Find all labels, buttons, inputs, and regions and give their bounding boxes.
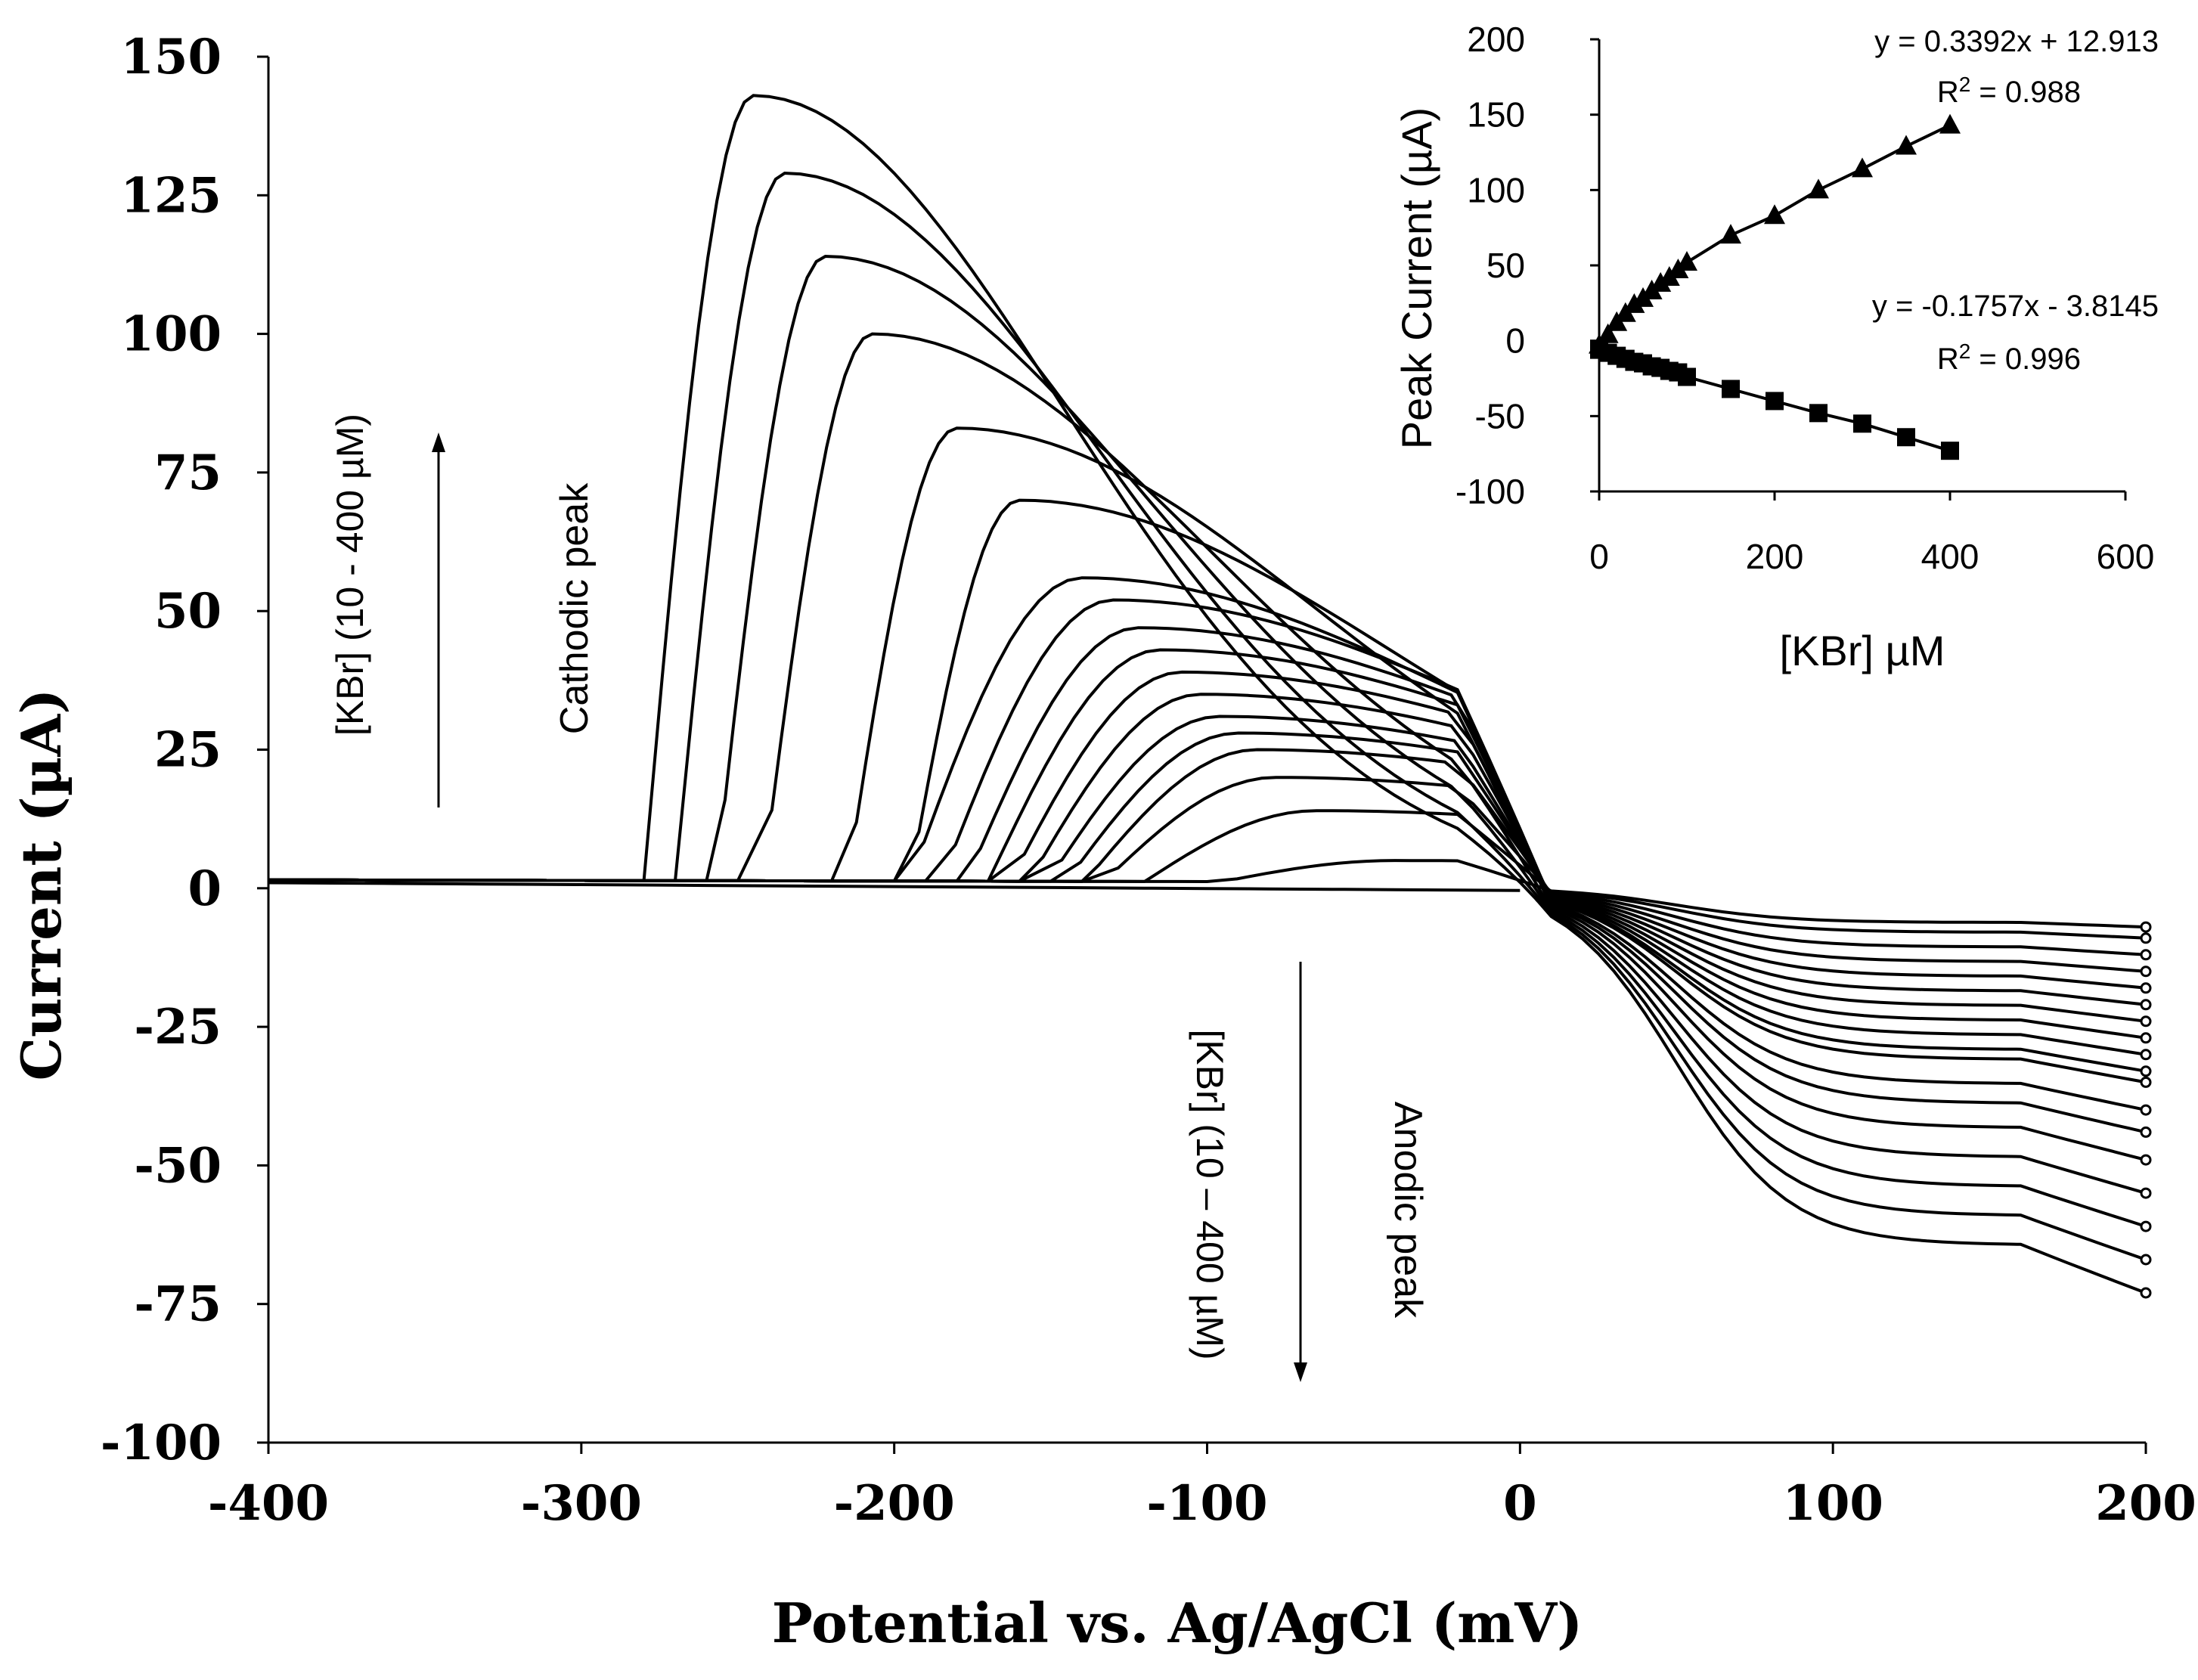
curve-end-marker [2140,1032,2152,1044]
voltammogram-curve [268,171,2147,1261]
anodic-arrow [1294,962,1307,1382]
main-x-tick-label: 100 [1782,1475,1883,1532]
anodic-fit-equation: y = -0.1757x - 3.8145 [1872,290,2159,323]
inset-y-tick-label: 150 [1467,95,1525,135]
anodic-data-point [1941,442,1959,460]
inset-y-tick-label: 200 [1467,20,1525,59]
voltammogram-curve [268,94,2147,1294]
curve-end-marker [2140,1287,2152,1299]
curve-end-marker [2140,982,2152,994]
main-x-tick-label: -300 [521,1475,642,1532]
inset-y-tick-label: 0 [1505,321,1525,361]
anodic-range-label: [KBr] (10 – 400 µM) [1189,1029,1231,1359]
inset-x-tick-label: 600 [2097,537,2155,576]
curve-end-marker [2140,921,2152,933]
inset-chart: 200 150 100 50 0 -50 -100 0 200 400 600 [1456,20,2154,576]
main-x-tick-label: -400 [208,1475,329,1532]
cathodic-peak-label: Cathodic peak [553,482,597,734]
cathodic-data-point [1623,293,1645,313]
cathodic-data-point [1597,323,1619,343]
curve-end-marker [2140,1220,2152,1232]
voltammogram-curve [268,776,2147,956]
curve-end-marker [2140,1126,2152,1138]
cathodic-range-label: [KBr] (10 - 400 µM) [329,414,371,736]
anodic-data-point [1809,404,1828,423]
cathodic-fit-r2: R2 = 0.988 [1937,73,2081,109]
voltammogram-curve [268,809,2147,940]
cathodic-fit-equation: y = 0.3392x + 12.913 [1874,25,2159,58]
main-y-tick-label: -50 [134,1137,222,1194]
main-y-axis-label: Current (µA) [9,689,73,1081]
voltammogram-curve [268,670,2147,1040]
main-y-tick-label: -100 [101,1415,222,1471]
cathodic-data-point [1808,178,1829,199]
anodic-fit-r2: R2 = 0.996 [1937,339,2081,376]
voltammogram-curve [268,748,2147,973]
main-x-tick-label: -200 [834,1475,955,1532]
voltammogram-curve [268,648,2147,1056]
cathodic-arrow [432,432,445,807]
voltammogram-curve [268,714,2147,1006]
main-y-tick-label: 75 [154,445,222,501]
voltammogram-curve [268,254,2147,1229]
curve-end-marker [2140,1104,2152,1116]
voltammogram-curve [268,859,2147,929]
curve-end-marker [2140,1076,2152,1088]
curve-end-marker [2140,1254,2152,1266]
voltammogram-curve [268,332,2147,1195]
curve-end-marker [2140,932,2152,944]
main-y-tick-label: -25 [134,999,222,1055]
cathodic-data-point [1720,224,1741,244]
main-y-tick-label: 100 [120,306,222,363]
cathodic-data-point [1939,113,1961,134]
voltammogram-curve [268,731,2147,990]
curve-end-marker [2140,1154,2152,1166]
main-x-tick-label: 200 [2095,1475,2196,1532]
cathodic-data-point [1676,251,1697,271]
curve-end-marker [2140,999,2152,1011]
cathodic-data-point [1852,157,1873,178]
inset-y-tick-label: 100 [1467,170,1525,209]
anodic-peak-label: Anodic peak [1386,1102,1430,1319]
curve-end-marker [2140,966,2152,978]
inset-x-tick-label: 0 [1589,537,1609,576]
inset-y-axis-label: Peak Current (µA) [1393,107,1440,449]
curve-end-marker [2140,1187,2152,1199]
cathodic-data-point [1896,135,1917,155]
anodic-data-point [1678,367,1696,386]
anodic-data-point [1766,392,1784,411]
curve-end-marker [2140,949,2152,961]
main-y-tick-label: -75 [134,1276,222,1333]
main-y-tick-label: 150 [120,29,222,85]
anodic-data-point [1722,380,1740,398]
inset-y-tick-label: -50 [1475,396,1525,435]
curve-end-marker [2140,1049,2152,1061]
main-x-tick-label: 0 [1503,1475,1537,1532]
main-x-axis-label: Potential vs. Ag/AgCl (mV) [772,1591,1583,1655]
main-x-tick-label: -100 [1146,1475,1267,1532]
inset-x-tick-label: 200 [1746,537,1804,576]
inset-y-tick-label: -100 [1456,472,1525,511]
inset-x-axis-label: [KBr] µM [1780,627,1945,674]
main-y-tick-label: 50 [154,583,222,640]
curve-end-marker [2140,1065,2152,1077]
anodic-data-point [1897,428,1915,447]
main-y-tick-label: 25 [154,722,222,779]
main-y-tick-label: 125 [120,167,222,224]
inset-x-tick-label: 400 [1921,537,1979,576]
cathodic-data-point [1764,204,1785,225]
inset-y-tick-label: 50 [1487,246,1525,285]
baseline-curve [268,881,1521,892]
curve-end-marker [2140,1015,2152,1028]
main-y-tick-label: 0 [188,860,222,917]
cathodic-data-point [1650,271,1672,292]
anodic-data-point [1853,414,1871,433]
